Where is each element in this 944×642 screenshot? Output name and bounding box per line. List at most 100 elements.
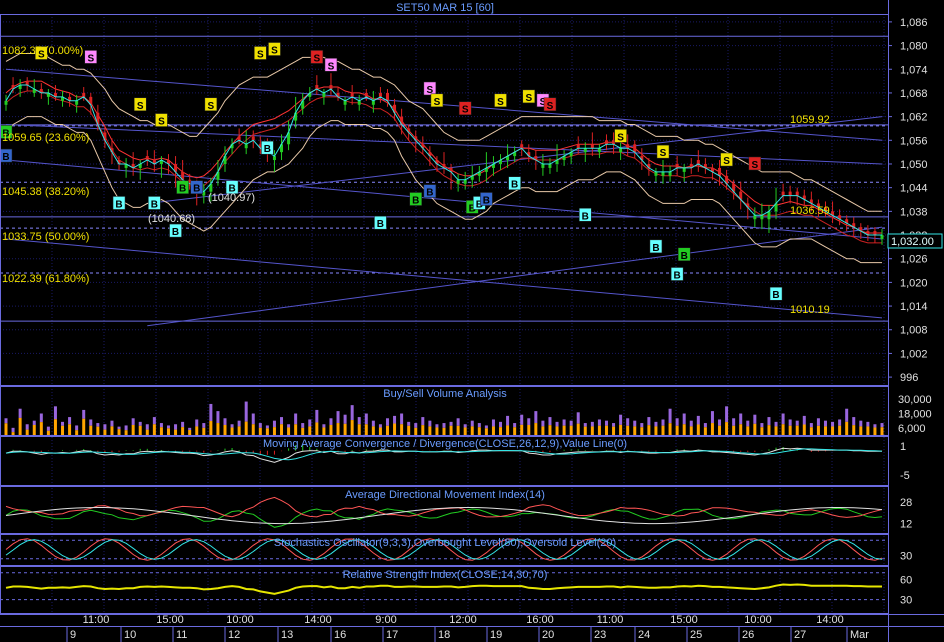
price-y-tick-label: 1,068 <box>900 88 928 100</box>
volume-bar-buy <box>866 426 870 435</box>
volume-bar-buy <box>181 427 185 435</box>
signal-letter: B <box>172 227 179 238</box>
signal-marker-s <box>254 46 267 60</box>
macd-panel-title: Moving Average Convergence / Divergence(… <box>263 438 627 450</box>
volume-bar-sell <box>534 411 538 424</box>
signal-marker-s <box>522 89 536 104</box>
volume-bar-sell <box>831 421 835 427</box>
volume-bar-sell <box>280 417 284 425</box>
candle-body <box>541 163 545 168</box>
signal-letter: S <box>547 101 554 112</box>
candle-body <box>32 88 36 93</box>
candle-body <box>53 92 57 97</box>
date-axis-label: 27 <box>794 629 806 641</box>
signal-marker-s <box>748 156 762 171</box>
volume-bar-sell <box>209 403 213 422</box>
volume-bar-buy <box>131 424 135 435</box>
signal-letter: B <box>511 180 518 191</box>
signal-marker-b <box>480 192 493 206</box>
volume-bar-buy <box>244 421 248 435</box>
volume-bar-buy <box>301 427 305 435</box>
volume-bar-buy <box>393 423 397 435</box>
volume-y-tick-label: 30,000 <box>898 394 932 406</box>
volume-bar-buy <box>597 425 601 435</box>
candle-body <box>491 163 495 168</box>
price-y-tick-label: 1,014 <box>900 301 928 313</box>
volume-bar-buy <box>421 425 425 435</box>
volume-bar-buy <box>477 427 481 435</box>
candle-body <box>583 148 587 153</box>
candle-body <box>4 100 8 105</box>
volume-bar-sell <box>357 417 361 425</box>
candle-body <box>209 183 213 192</box>
volume-bar-sell <box>421 417 425 426</box>
volume-bar-sell <box>237 420 241 427</box>
volume-bar-buy <box>527 424 531 435</box>
signal-marker-b <box>225 180 239 194</box>
candle-body <box>244 144 248 149</box>
volume-bar-buy <box>68 424 72 435</box>
signal-letter: B <box>476 199 483 210</box>
volume-bar-sell <box>718 419 722 426</box>
volume-bar-sell <box>852 417 856 426</box>
volume-bar-sell <box>880 423 884 428</box>
volume-bar-sell <box>619 414 623 425</box>
volume-bar-sell <box>760 423 764 428</box>
signal-letter: B <box>582 211 589 222</box>
price-y-tick-label: 1,080 <box>900 41 928 53</box>
candle-body <box>513 152 517 157</box>
volume-bar-sell <box>838 419 842 426</box>
volume-bar-buy <box>604 425 608 435</box>
volume-bar-sell <box>287 424 291 428</box>
candle-body <box>710 167 714 172</box>
signal-letter: S <box>314 53 321 64</box>
time-axis-label: 15:00 <box>156 614 184 626</box>
signal-marker-b <box>112 196 126 210</box>
signal-marker-b <box>190 180 203 194</box>
trend-line <box>147 226 883 327</box>
rsi-line <box>5 583 882 595</box>
adx-panel-title: Average Directional Movement Index(14) <box>345 489 545 501</box>
volume-bar-buy <box>619 424 623 435</box>
volume-bar-buy <box>237 426 241 435</box>
candle-body <box>604 140 608 145</box>
volume-bar-buy <box>760 427 764 435</box>
volume-bar-buy <box>364 424 368 435</box>
signal-marker-b <box>0 148 13 163</box>
volume-bar-sell <box>746 420 750 427</box>
volume-bar-sell <box>491 419 495 427</box>
volume-bar-sell <box>732 418 736 426</box>
volume-bar-buy <box>838 425 842 435</box>
volume-bar-sell <box>802 415 806 425</box>
signal-marker-b <box>0 125 13 139</box>
signal-marker-s <box>310 50 324 64</box>
last-price-box <box>887 233 943 249</box>
volume-bar-sell <box>668 408 672 424</box>
signal-marker-s <box>494 93 507 108</box>
time-axis-label: 14:00 <box>304 614 332 626</box>
volume-bar-sell <box>456 418 460 426</box>
candle-body <box>612 140 616 145</box>
signal-letter: B <box>179 184 186 195</box>
volume-bar-buy <box>188 429 192 435</box>
candle-body <box>555 160 559 164</box>
candle-body <box>647 163 651 168</box>
volume-bar-sell <box>68 417 72 425</box>
signal-letter: B <box>264 144 271 155</box>
volume-bar-sell <box>4 418 8 424</box>
adx-panel <box>5 496 883 528</box>
candle-body <box>407 128 411 133</box>
volume-bar-buy <box>583 426 587 435</box>
signal-letter: S <box>137 101 144 112</box>
volume-bar-sell <box>654 421 658 427</box>
candle-body <box>548 163 552 168</box>
volume-bar-buy <box>159 427 163 435</box>
volume-bar-sell <box>364 413 368 425</box>
signal-letter: B <box>377 219 384 230</box>
candle-body <box>802 195 806 200</box>
volume-bar-buy <box>25 429 29 435</box>
signal-letter: S <box>617 132 624 143</box>
stochastic-y-tick-label: 30 <box>900 551 912 563</box>
candle-body <box>640 156 644 161</box>
volume-bar-buy <box>32 424 36 435</box>
